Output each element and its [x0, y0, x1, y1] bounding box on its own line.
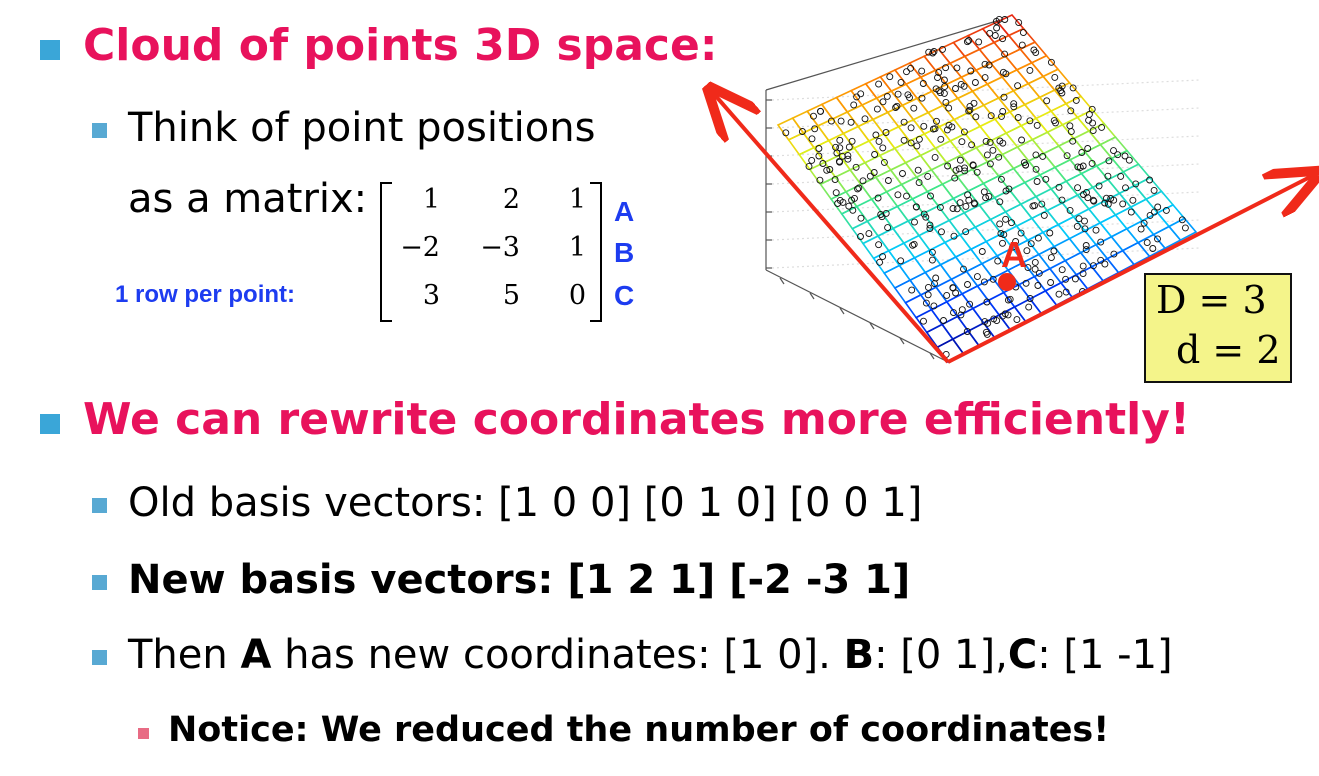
- point-cloud-figure: A: [700, 14, 1319, 364]
- a-bold: A: [240, 632, 272, 678]
- matrix-cell: 5: [502, 280, 520, 311]
- notice-reduced-coordinates: Notice: We reduced the number of coordin…: [168, 710, 1110, 750]
- new-coords-text: has new coordinates: [1 0].: [271, 632, 844, 678]
- matrix-cell: 1: [568, 232, 586, 263]
- matrix-cell: −3: [480, 232, 520, 263]
- new-axis-2: [947, 176, 1312, 364]
- new-basis-vectors: New basis vectors: [1 2 1] [-2 -3 1]: [128, 557, 911, 603]
- as-a-matrix: as a matrix:: [128, 176, 368, 222]
- sub-bullet-icon: [138, 728, 149, 739]
- matrix-cell: −2: [400, 232, 440, 263]
- colored-surface-grid: [776, 14, 1198, 364]
- heading-rewrite-coordinates: We can rewrite coordinates more efficien…: [83, 394, 1190, 445]
- think-of-point-positions: Think of point positions: [128, 105, 596, 151]
- point-a-label: A: [1001, 234, 1027, 275]
- old-basis-vectors: Old basis vectors: [1 0 0] [0 1 0] [0 0 …: [128, 480, 923, 526]
- bullet-icon: [92, 123, 107, 138]
- c-bold: C: [1007, 632, 1038, 678]
- bullet-icon: [40, 414, 60, 434]
- c-coords-text: : [1 -1]: [1037, 632, 1173, 678]
- row-label-c: C: [614, 280, 635, 311]
- matrix-cell: 1: [568, 184, 586, 215]
- bullet-icon: [40, 40, 60, 60]
- left-bracket: [380, 182, 392, 322]
- row-label-b: B: [614, 237, 635, 268]
- big-d-equation: D = 3: [1156, 278, 1267, 322]
- b-coords-text: : [0 1],: [874, 632, 1008, 678]
- bullet-icon: [92, 650, 107, 665]
- scatter-points: [782, 15, 1189, 358]
- bullet-icon: [92, 498, 107, 513]
- row-per-point-label: 1 row per point:: [115, 281, 295, 308]
- right-bracket: [590, 182, 602, 322]
- new-axis-1: [714, 94, 950, 364]
- then-new-coordinates: Then A has new coordinates: [1 0]. B: [0…: [128, 632, 1173, 678]
- matrix-cell: 3: [422, 280, 440, 311]
- b-bold: B: [843, 632, 875, 678]
- bullet-icon: [92, 575, 107, 590]
- axes-box: [765, 19, 1201, 363]
- point-matrix: 1 2 1 −2 −3 1 3 5 0: [380, 182, 602, 322]
- matrix-cell: 2: [502, 184, 520, 215]
- matrix-cell: 0: [568, 280, 586, 311]
- then-text: Then: [128, 632, 241, 678]
- dimension-box: D = 3 d = 2: [1144, 273, 1292, 383]
- matrix-cell: 1: [422, 184, 440, 215]
- point-a-marker: [998, 273, 1016, 291]
- row-label-a: A: [614, 196, 635, 227]
- small-d-equation: d = 2: [1176, 328, 1281, 372]
- heading-cloud-of-points: Cloud of points 3D space:: [83, 20, 718, 71]
